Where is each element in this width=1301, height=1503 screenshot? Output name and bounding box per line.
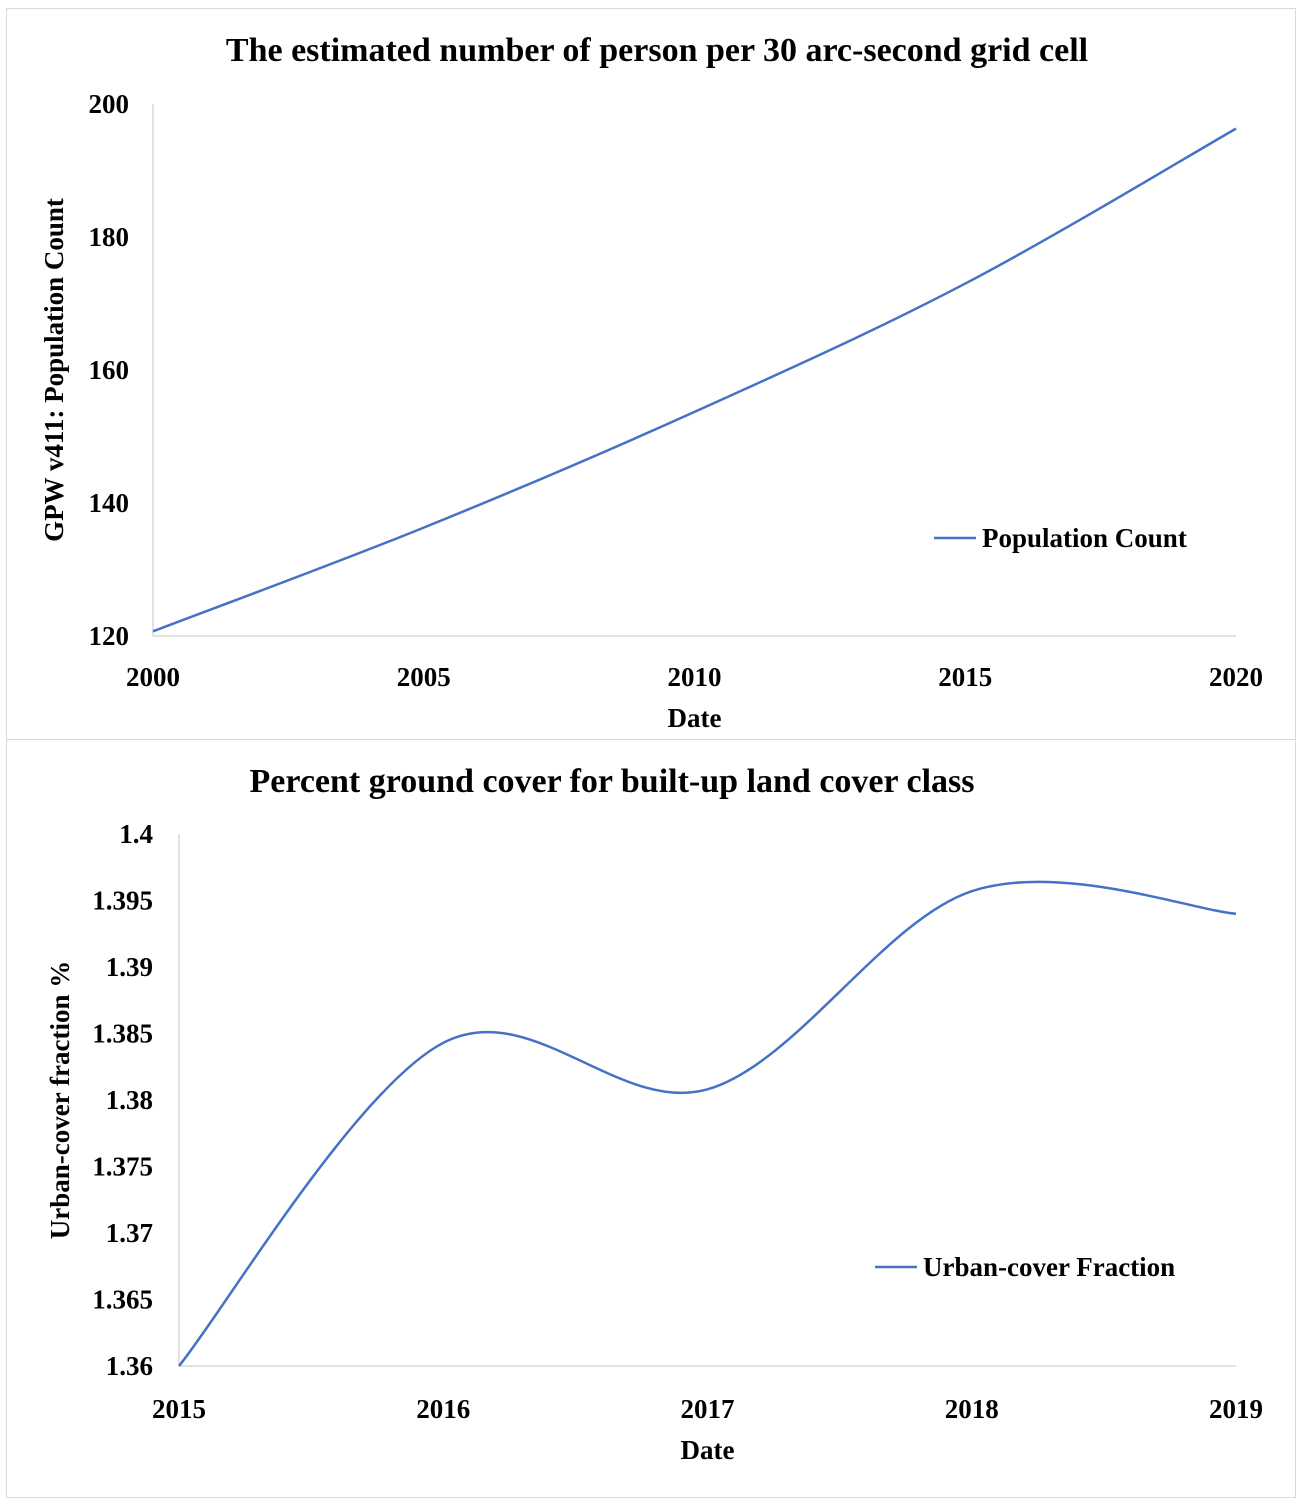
y-tick-label: 1.385 — [92, 1019, 153, 1049]
series-line — [152, 127, 1237, 633]
y-tick-label: 1.375 — [92, 1152, 153, 1182]
y-tick-label: 120 — [89, 621, 130, 651]
urban-cover-chart-panel: Percent ground cover for built-up land c… — [6, 739, 1296, 1498]
x-tick-label: 2010 — [668, 662, 722, 692]
population-chart-panel: The estimated number of person per 30 ar… — [6, 8, 1296, 740]
x-axis-label: Date — [681, 1435, 735, 1465]
y-tick-label: 1.37 — [106, 1218, 153, 1248]
chart-title: The estimated number of person per 30 ar… — [226, 32, 1088, 69]
y-tick-label: 160 — [89, 355, 130, 385]
y-axis-label: GPW v411: Population Count — [39, 198, 69, 542]
y-tick-label: 1.395 — [92, 886, 153, 916]
y-tick-label: 180 — [89, 222, 130, 252]
x-tick-label: 2000 — [126, 662, 180, 692]
x-tick-label: 2005 — [397, 662, 451, 692]
x-tick-label: 2019 — [1209, 1394, 1263, 1424]
x-tick-label: 2015 — [152, 1394, 206, 1424]
y-tick-label: 1.39 — [106, 952, 153, 982]
y-tick-label: 140 — [89, 488, 130, 518]
x-tick-label: 2016 — [416, 1394, 470, 1424]
y-tick-label: 200 — [89, 89, 130, 119]
y-tick-label: 1.36 — [106, 1351, 153, 1381]
chart-title: Percent ground cover for built-up land c… — [249, 763, 974, 800]
x-tick-label: 2017 — [681, 1394, 735, 1424]
legend-label: Population Count — [982, 523, 1187, 553]
series-line — [178, 880, 1237, 1367]
legend-label: Urban-cover Fraction — [923, 1252, 1175, 1282]
x-tick-label: 2015 — [938, 662, 992, 692]
y-tick-label: 1.4 — [119, 819, 153, 849]
x-tick-label: 2018 — [945, 1394, 999, 1424]
x-axis-label: Date — [668, 703, 722, 733]
y-tick-label: 1.38 — [106, 1085, 153, 1115]
urban-cover-chart: Percent ground cover for built-up land c… — [45, 763, 1263, 1465]
y-axis-label: Urban-cover fraction % — [45, 961, 75, 1239]
x-tick-label: 2020 — [1209, 662, 1263, 692]
y-tick-label: 1.365 — [92, 1285, 153, 1315]
population-chart: The estimated number of person per 30 ar… — [39, 32, 1263, 733]
